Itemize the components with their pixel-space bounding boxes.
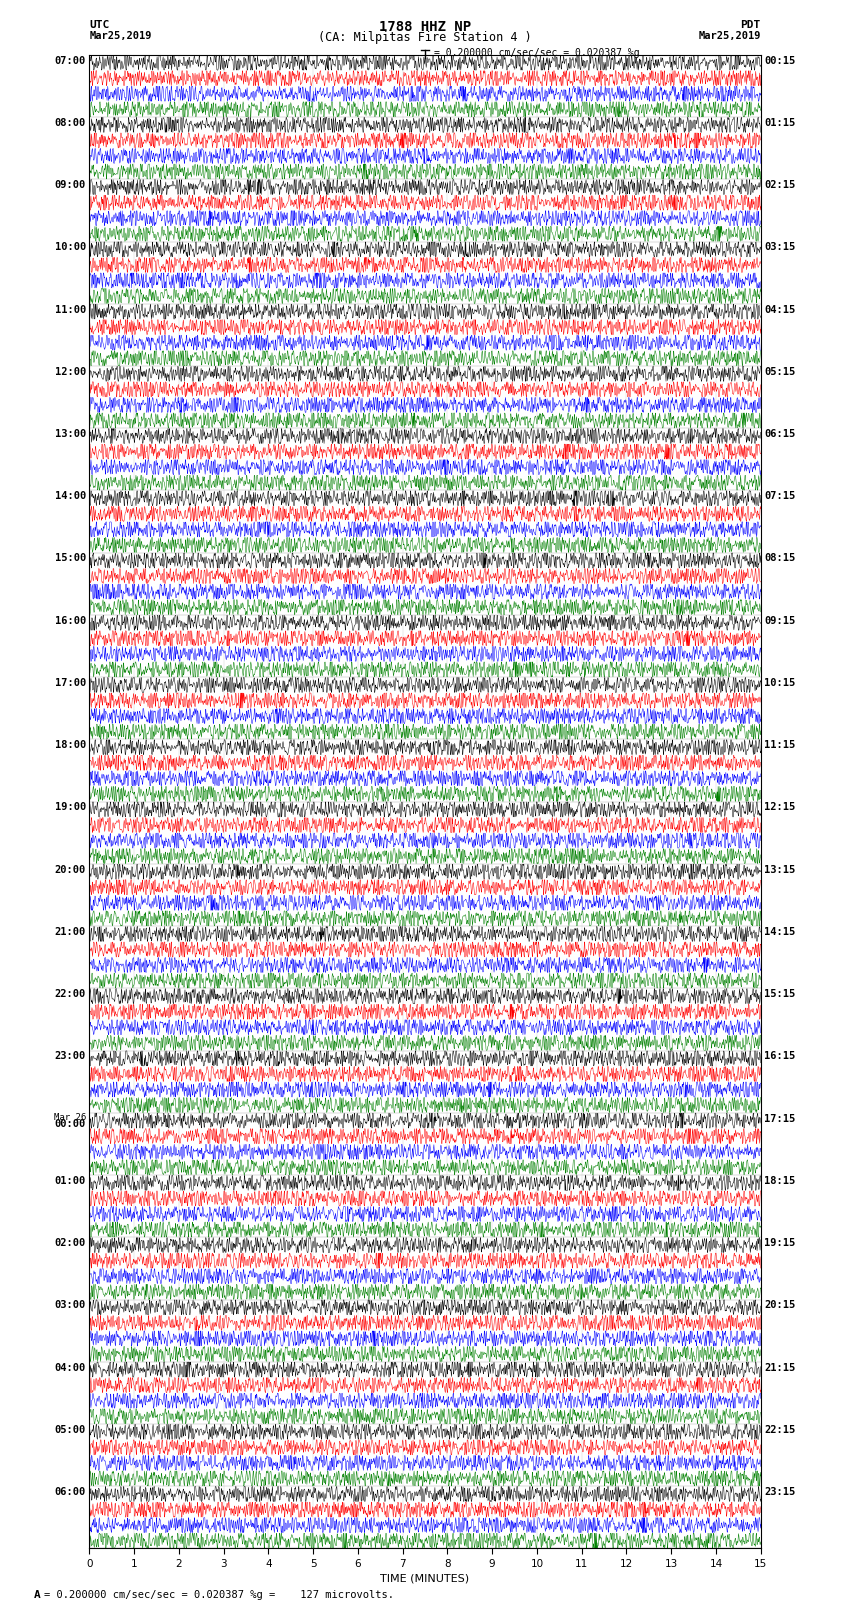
Text: 01:00: 01:00 [54, 1176, 86, 1186]
Text: Mar25,2019: Mar25,2019 [89, 31, 152, 40]
Text: 23:15: 23:15 [764, 1487, 796, 1497]
Text: 21:15: 21:15 [764, 1363, 796, 1373]
Text: 12:15: 12:15 [764, 802, 796, 813]
Text: UTC: UTC [89, 19, 110, 31]
Text: 11:15: 11:15 [764, 740, 796, 750]
Text: 05:00: 05:00 [54, 1424, 86, 1436]
Text: Mar25,2019: Mar25,2019 [698, 31, 761, 40]
Text: 16:00: 16:00 [54, 616, 86, 626]
Text: 14:15: 14:15 [764, 927, 796, 937]
Text: 08:15: 08:15 [764, 553, 796, 563]
X-axis label: TIME (MINUTES): TIME (MINUTES) [381, 1573, 469, 1582]
Text: 15:00: 15:00 [54, 553, 86, 563]
Text: 19:00: 19:00 [54, 802, 86, 813]
Text: 11:00: 11:00 [54, 305, 86, 315]
Text: A: A [34, 1590, 41, 1600]
Text: 00:15: 00:15 [764, 55, 796, 66]
Text: 12:00: 12:00 [54, 366, 86, 377]
Text: 06:15: 06:15 [764, 429, 796, 439]
Text: 08:00: 08:00 [54, 118, 86, 127]
Text: 1788 HHZ NP: 1788 HHZ NP [379, 19, 471, 34]
Text: 19:15: 19:15 [764, 1239, 796, 1248]
Text: 02:15: 02:15 [764, 181, 796, 190]
Text: 09:15: 09:15 [764, 616, 796, 626]
Text: 01:15: 01:15 [764, 118, 796, 127]
Text: 20:15: 20:15 [764, 1300, 796, 1310]
Text: 06:00: 06:00 [54, 1487, 86, 1497]
Text: 05:15: 05:15 [764, 366, 796, 377]
Text: 04:15: 04:15 [764, 305, 796, 315]
Text: 07:00: 07:00 [54, 55, 86, 66]
Text: 16:15: 16:15 [764, 1052, 796, 1061]
Text: 17:00: 17:00 [54, 677, 86, 689]
Text: PDT: PDT [740, 19, 761, 31]
Text: 22:15: 22:15 [764, 1424, 796, 1436]
Text: 18:15: 18:15 [764, 1176, 796, 1186]
Text: 04:00: 04:00 [54, 1363, 86, 1373]
Text: 07:15: 07:15 [764, 492, 796, 502]
Text: 03:00: 03:00 [54, 1300, 86, 1310]
Text: 09:00: 09:00 [54, 181, 86, 190]
Text: 02:00: 02:00 [54, 1239, 86, 1248]
Text: 18:00: 18:00 [54, 740, 86, 750]
Text: 17:15: 17:15 [764, 1113, 796, 1124]
Text: 13:15: 13:15 [764, 865, 796, 874]
Text: 14:00: 14:00 [54, 492, 86, 502]
Text: 20:00: 20:00 [54, 865, 86, 874]
Text: 22:00: 22:00 [54, 989, 86, 998]
Text: 13:00: 13:00 [54, 429, 86, 439]
Text: 23:00: 23:00 [54, 1052, 86, 1061]
Text: (CA: Milpitas Fire Station 4 ): (CA: Milpitas Fire Station 4 ) [318, 31, 532, 44]
Text: 03:15: 03:15 [764, 242, 796, 252]
Text: 00:00: 00:00 [54, 1119, 86, 1129]
Text: = 0.200000 cm/sec/sec = 0.020387 %g =    127 microvolts.: = 0.200000 cm/sec/sec = 0.020387 %g = 12… [44, 1590, 394, 1600]
Text: 10:15: 10:15 [764, 677, 796, 689]
Text: Mar 26: Mar 26 [54, 1113, 86, 1121]
Text: 21:00: 21:00 [54, 927, 86, 937]
Text: 15:15: 15:15 [764, 989, 796, 998]
Text: = 0.200000 cm/sec/sec = 0.020387 %g: = 0.200000 cm/sec/sec = 0.020387 %g [434, 48, 639, 58]
Text: 10:00: 10:00 [54, 242, 86, 252]
